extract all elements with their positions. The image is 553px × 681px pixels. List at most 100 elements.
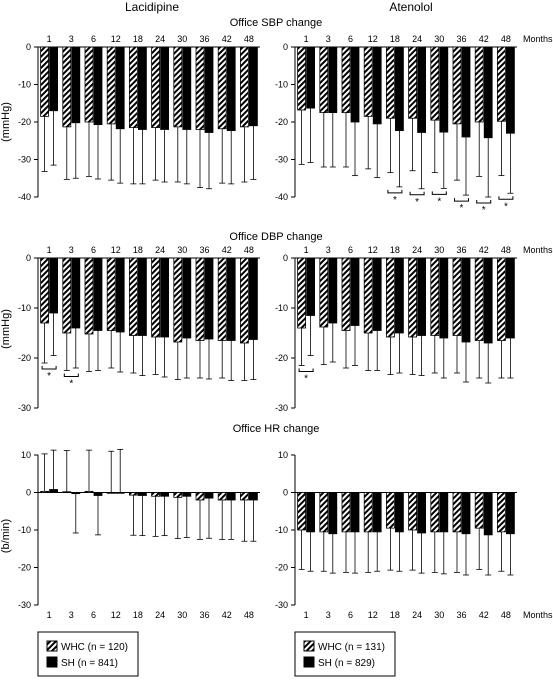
- x-tick-label: 36: [199, 610, 209, 620]
- chart-office-hr-change-lacidipine: 100-10-20-301 3 6 12 18 24 30 36 42 48: [18, 448, 260, 620]
- x-tick-label: 3: [69, 34, 74, 44]
- significance-bracket: [409, 191, 425, 196]
- x-tick-label: 12: [111, 245, 121, 255]
- bar-whc: [217, 257, 227, 341]
- bar-sh: [350, 46, 360, 123]
- x-unit-label: Months: [523, 245, 553, 255]
- bar-whc: [452, 46, 462, 125]
- bar-sh: [160, 257, 170, 338]
- bar-sh: [93, 257, 103, 331]
- x-tick-label: 12: [111, 610, 121, 620]
- bar-sh: [350, 492, 360, 533]
- x-tick-label: 1: [304, 245, 309, 255]
- x-tick-label: 6: [91, 610, 96, 620]
- x-tick-label: 1: [47, 245, 52, 255]
- chart-office-sbp-change-lacidipine: 0-10-20-30-401 3 6 12 18 24 30 36 42 48: [18, 34, 260, 202]
- legend-atenolol: WHC (n = 131) SH (n = 829): [294, 631, 396, 677]
- chart-office-sbp-change-atenolol: 0-10-20-30-401 3 6 12 18 24 30 36 42 48 Months* * **…: [275, 34, 553, 216]
- bar-whc: [319, 46, 329, 114]
- bar-sh: [182, 46, 192, 130]
- significance-bracket: [63, 373, 79, 377]
- y-tick-label: -10: [18, 525, 31, 535]
- bar-whc: [40, 46, 49, 117]
- bar-sh: [483, 46, 493, 139]
- x-tick-label: 42: [222, 610, 232, 620]
- bar-sh: [417, 492, 427, 534]
- x-tick-label: 36: [199, 245, 209, 255]
- bar-sh: [226, 46, 236, 132]
- bar-sh: [71, 46, 81, 124]
- x-tick-label: 3: [326, 34, 331, 44]
- bar-whc: [297, 492, 307, 531]
- bar-sh: [372, 257, 382, 331]
- x-tick-label: 42: [479, 34, 489, 44]
- bar-whc: [408, 492, 418, 531]
- bar-whc: [385, 492, 395, 529]
- x-tick-label: 18: [390, 34, 400, 44]
- legend-sh-swatch: [46, 656, 58, 668]
- bar-whc: [106, 492, 116, 494]
- bar-whc: [62, 46, 72, 128]
- y-tick-label: 0: [26, 253, 31, 263]
- bar-sh: [226, 257, 236, 341]
- bar-whc: [430, 257, 440, 336]
- x-tick-label: 12: [368, 245, 378, 255]
- bar-sh: [461, 46, 471, 138]
- bar-whc: [474, 492, 484, 529]
- x-tick-label: 18: [390, 245, 400, 255]
- y-tick-label: -20: [275, 353, 288, 363]
- y-tick-label: -30: [275, 155, 288, 165]
- bar-whc: [106, 46, 116, 125]
- bar-whc: [341, 46, 351, 114]
- bar-whc: [239, 46, 249, 128]
- bar-whc: [496, 257, 506, 341]
- bar-whc: [195, 257, 205, 341]
- y-tick-label: 10: [21, 450, 31, 460]
- bar-sh: [306, 46, 316, 109]
- bar-sh: [394, 492, 404, 533]
- x-tick-label: 6: [348, 34, 353, 44]
- x-tick-label: 30: [434, 610, 444, 620]
- bar-sh: [182, 257, 192, 339]
- x-tick-label: 3: [69, 610, 74, 620]
- y-tick-label: -30: [275, 600, 288, 610]
- bar-sh: [204, 257, 214, 340]
- bar-sh: [49, 46, 58, 112]
- bar-whc: [84, 257, 94, 335]
- bar-sh: [49, 489, 58, 493]
- x-tick-label: 24: [412, 610, 422, 620]
- bar-sh: [137, 257, 147, 336]
- panel-title-hr: Office HR change: [233, 423, 320, 435]
- bar-sh: [394, 46, 404, 132]
- bar-sh: [49, 257, 58, 314]
- bar-sh: [417, 257, 427, 336]
- bar-whc: [151, 46, 161, 129]
- bar-sh: [328, 492, 338, 535]
- bar-whc: [452, 257, 462, 336]
- bar-whc: [106, 257, 116, 331]
- x-tick-label: 30: [177, 245, 187, 255]
- bar-sh: [93, 492, 103, 496]
- bar-sh: [160, 46, 170, 130]
- x-tick-label: 12: [111, 34, 121, 44]
- bar-sh: [204, 46, 214, 133]
- bar-sh: [182, 492, 192, 497]
- significance-bracket: [298, 368, 314, 372]
- y-tick-label: -10: [18, 303, 31, 313]
- x-tick-label: 30: [434, 34, 444, 44]
- significance-star: *: [393, 195, 397, 206]
- bar-sh: [461, 492, 471, 535]
- significance-star: *: [304, 374, 308, 385]
- x-tick-label: 18: [133, 34, 143, 44]
- x-tick-label: 42: [222, 245, 232, 255]
- bar-sh: [372, 46, 382, 125]
- x-tick-label: 1: [47, 610, 52, 620]
- bar-sh: [137, 46, 147, 130]
- bar-whc: [128, 46, 138, 129]
- x-tick-label: 48: [501, 610, 511, 620]
- significance-bracket: [454, 198, 469, 202]
- y-tick-label: 0: [283, 488, 288, 498]
- legend-box: [37, 631, 139, 677]
- bar-whc: [385, 257, 395, 338]
